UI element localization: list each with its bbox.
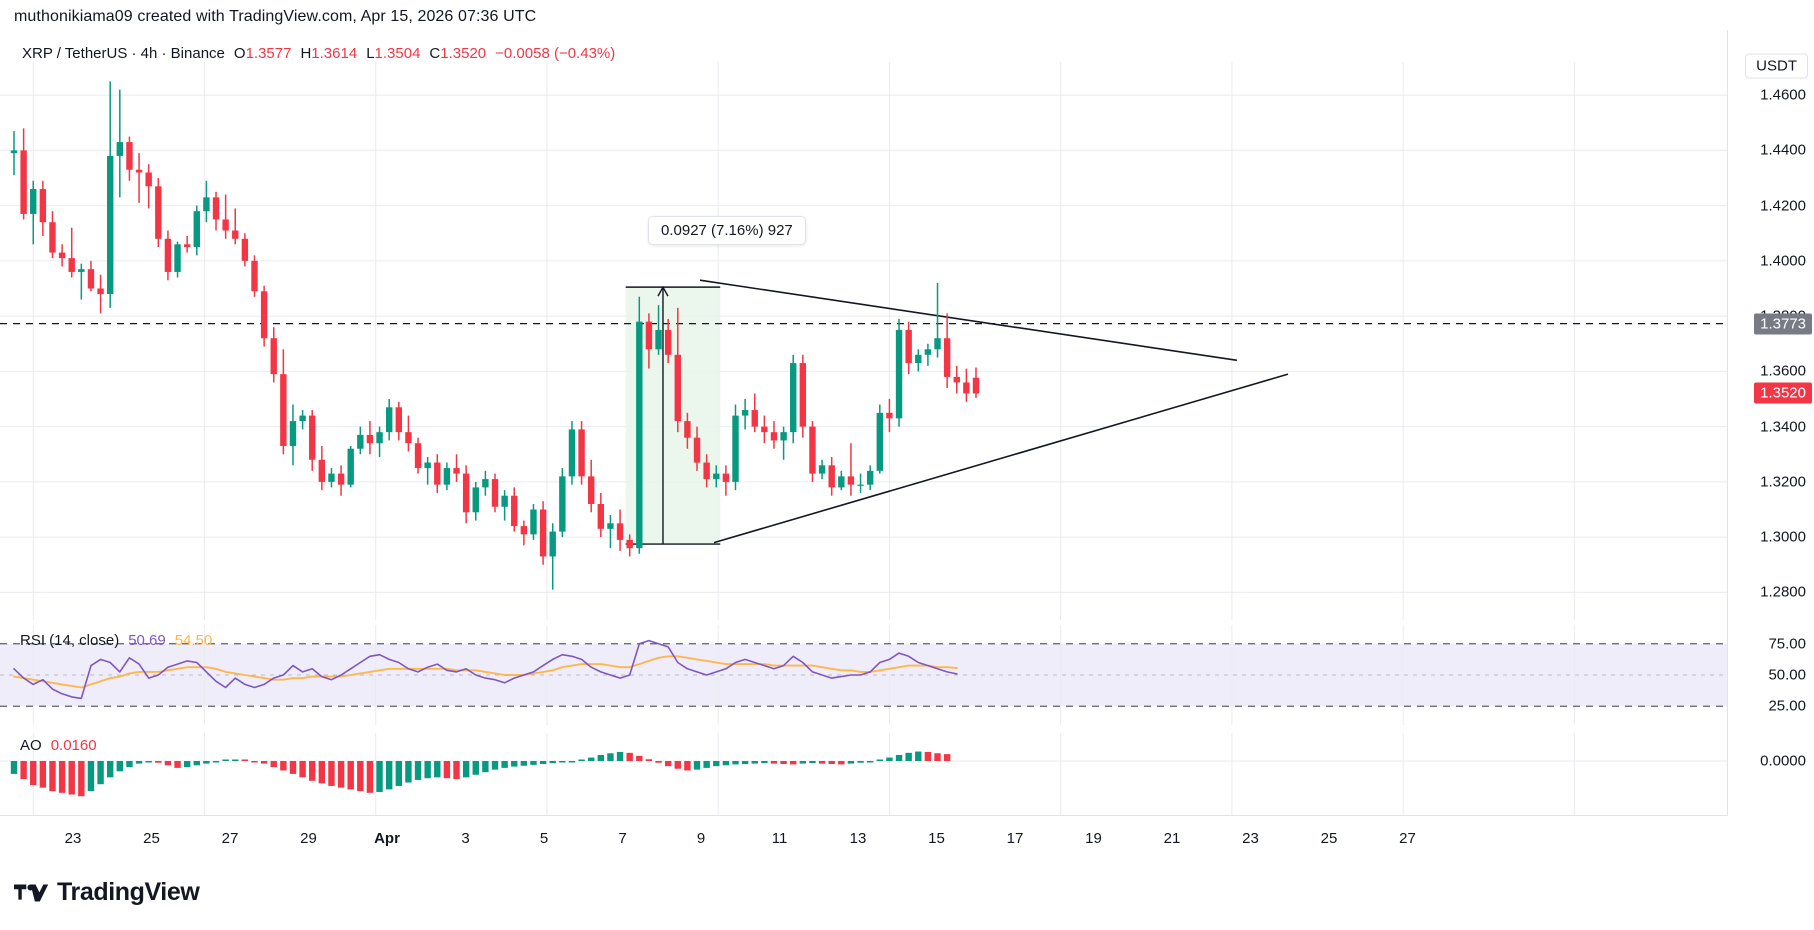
candlestick-svg [0, 62, 1728, 620]
time-tick: 17 [1006, 830, 1024, 847]
rsi-title[interactable]: RSI (14, close) [20, 632, 120, 649]
time-tick: 25 [143, 830, 160, 847]
price-tick: 1.4400 [1760, 141, 1806, 159]
time-tick: 23 [1242, 830, 1259, 847]
ao-title[interactable]: AO [20, 737, 42, 754]
time-tick: 29 [300, 830, 317, 847]
low-key: L [366, 45, 375, 62]
price-tick: 1.4600 [1760, 86, 1806, 104]
rsi-tick: 75.00 [1768, 635, 1806, 653]
tradingview-mark-icon [14, 884, 48, 901]
ao-value: 0.0160 [50, 737, 97, 754]
ao-legend: AO 0.0160 [20, 737, 97, 754]
time-tick: 9 [696, 830, 706, 847]
time-tick: 23 [64, 830, 82, 847]
rsi-legend: RSI (14, close) 50.69 54.50 [20, 632, 212, 649]
tradingview-logo[interactable]: TradingView [14, 878, 200, 907]
high-value: 1.3614 [311, 45, 358, 62]
symbol-label[interactable]: XRP / TetherUS · 4h · Binance [22, 45, 225, 62]
time-tick: Apr [374, 830, 400, 847]
price-tick: 1.3000 [1760, 528, 1806, 546]
close-value: 1.3520 [440, 45, 487, 62]
time-axis[interactable]: 23 25 27 29 Apr 3 5 7 9 11 13 15 17 19 21 23 25 27 [0, 815, 1728, 858]
tradingview-wordmark: TradingView [57, 878, 200, 906]
high-key: H [300, 45, 312, 62]
close-key: C [429, 45, 441, 62]
time-tick: 27 [1399, 830, 1416, 847]
rsi-pane[interactable]: RSI (14, close) 50.69 54.50 [0, 625, 1728, 725]
time-tick: 5 [539, 830, 549, 847]
time-tick: 11 [771, 830, 788, 847]
open-value: 1.3577 [245, 45, 292, 62]
time-tick: 21 [1163, 830, 1181, 847]
price-axis[interactable]: USDT 1.46001.44001.42001.40001.38001.360… [1727, 30, 1814, 815]
price-tick: 1.4200 [1760, 197, 1806, 215]
rsi-tick: 25.00 [1768, 697, 1806, 715]
rsi-tick: 50.00 [1768, 666, 1806, 684]
price-tick: 1.2800 [1760, 583, 1806, 601]
prev-close-badge: 1.3773 [1754, 313, 1812, 335]
last-price-badge: 1.3520 [1754, 382, 1812, 404]
attribution-text: muthonikiama09 created with TradingView.… [14, 8, 537, 25]
change-value: −0.0058 (−0.43%) [495, 45, 616, 62]
time-tick: 3 [461, 830, 470, 847]
ao-pane[interactable]: AO 0.0160 [0, 733, 1728, 815]
ao-tick: 0.0000 [1760, 752, 1806, 770]
time-tick: 19 [1085, 830, 1102, 847]
price-tick: 1.3600 [1760, 362, 1806, 380]
price-tick: 1.3200 [1760, 473, 1806, 491]
time-tick: 13 [849, 830, 867, 847]
open-key: O [233, 45, 246, 62]
time-tick: 7 [618, 830, 627, 847]
price-tick: 1.4000 [1760, 252, 1806, 270]
price-chart-pane[interactable] [0, 62, 1728, 620]
time-tick: 15 [928, 830, 945, 847]
rsi-value: 50.69 [128, 632, 166, 649]
rsi-ma-value: 54.50 [174, 632, 213, 649]
rsi-svg [0, 625, 1728, 725]
time-tick: 25 [1320, 830, 1338, 847]
currency-badge: USDT [1745, 53, 1808, 79]
chart-legend: XRP / TetherUS · 4h · Binance O1.3577 H1.3… [22, 46, 615, 61]
price-tick: 1.3400 [1760, 418, 1806, 436]
ao-svg [0, 733, 1728, 815]
measure-tool-tooltip: 0.0927 (7.16%) 927 [648, 216, 806, 245]
low-value: 1.3504 [374, 45, 421, 62]
time-tick: 27 [221, 830, 239, 847]
